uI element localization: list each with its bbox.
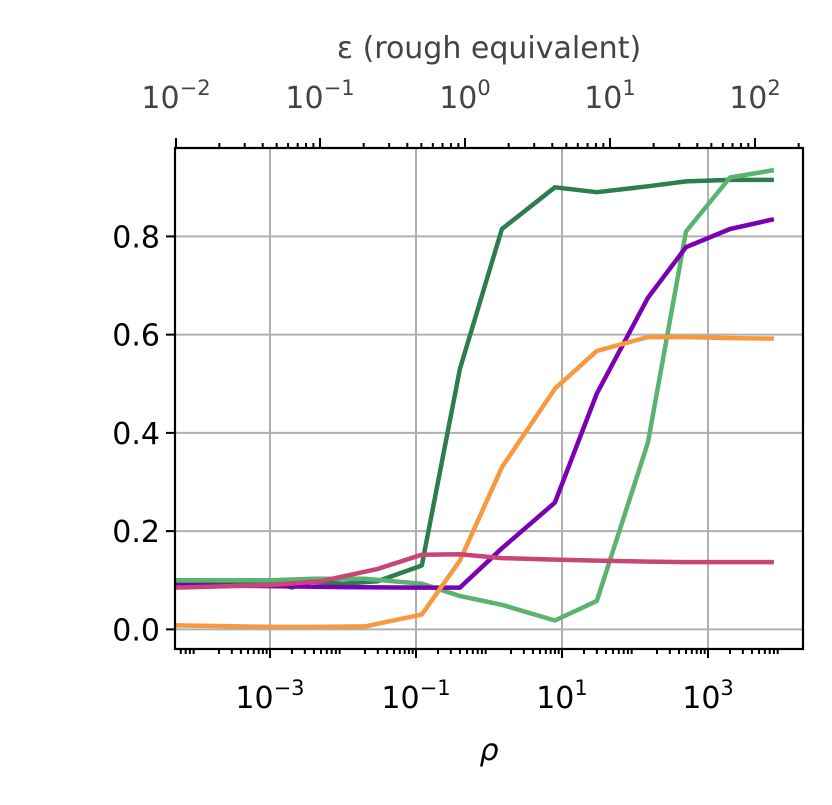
grid-layer [175, 148, 803, 649]
x-tick-label: 101 [536, 676, 588, 716]
y-tick-label: 0.2 [112, 515, 160, 550]
series-line-4 [174, 334, 774, 630]
y-tick-label: 0.6 [112, 319, 160, 354]
top-tick-label: 101 [584, 76, 636, 116]
x-tick-label: 10−1 [381, 676, 450, 716]
plot-frame [173, 146, 805, 651]
y-tick-label: 0.0 [112, 613, 160, 648]
series-layer [174, 167, 775, 630]
top-tick-label: 100 [439, 76, 491, 116]
series-line-5 [174, 551, 774, 590]
label-layer: 0.0 0.2 0.4 0.6 0.8 10−3 10−1 101 103 10−2 10−1 100… [112, 76, 781, 716]
series-line-3 [174, 217, 775, 590]
tick-layer [166, 138, 800, 658]
top-tick-label: 10−2 [141, 76, 210, 116]
top-tick-label: 10−1 [285, 76, 354, 116]
y-tick-label: 0.8 [112, 220, 160, 255]
top-axis-title: ε (rough equivalent) [337, 31, 641, 66]
x-tick-label: 10−3 [235, 676, 304, 716]
x-axis-title: ρ [479, 733, 498, 768]
top-tick-label: 102 [729, 76, 781, 116]
x-tick-label: 103 [682, 676, 734, 716]
y-tick-label: 0.4 [112, 417, 160, 452]
series-line-2 [175, 167, 775, 623]
